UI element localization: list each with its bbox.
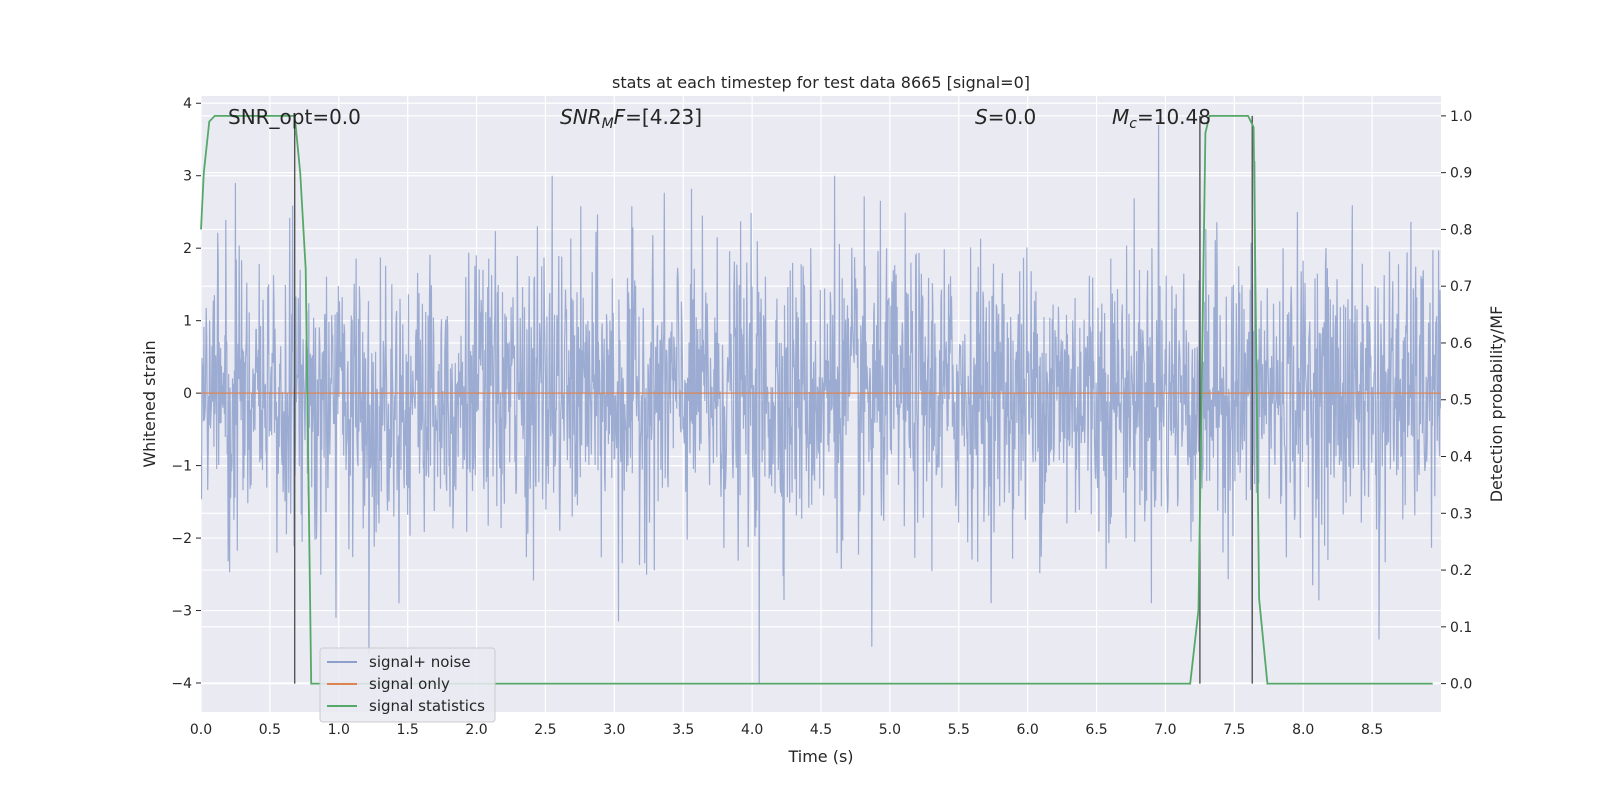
signal-statistics-series bbox=[200, 115, 1433, 685]
x-tick-label: 6.0 bbox=[1017, 722, 1039, 738]
y-axis-ticks: 4 3 2 1 0 −1 −2 −3 −4 bbox=[171, 96, 201, 692]
x-tick-label: 5.0 bbox=[879, 722, 901, 738]
y2-tick-label: 0.4 bbox=[1450, 450, 1472, 466]
vertical-markers bbox=[293, 115, 1253, 684]
x-tick-label: 1.5 bbox=[397, 722, 419, 738]
noise-series bbox=[201, 124, 1441, 684]
y-tick-label: −2 bbox=[171, 531, 192, 547]
noise-line bbox=[201, 124, 1441, 684]
legend-label-noise: signal+ noise bbox=[369, 653, 471, 671]
y2-tick-label: 0.1 bbox=[1450, 620, 1472, 636]
x-tick-label: 2.5 bbox=[534, 722, 556, 738]
x-tick-label: 7.5 bbox=[1223, 722, 1245, 738]
y-tick-label: 4 bbox=[183, 96, 192, 112]
y2-tick-label: 0.9 bbox=[1450, 166, 1472, 182]
x-tick-label: 3.5 bbox=[672, 722, 694, 738]
annotation-s-stat: S=0.0 bbox=[975, 105, 1036, 129]
chart-title: stats at each timestep for test data 866… bbox=[612, 73, 1030, 92]
x-tick-label: 8.0 bbox=[1292, 722, 1314, 738]
x-tick-label: 8.5 bbox=[1361, 722, 1383, 738]
x-axis-label: Time (s) bbox=[787, 747, 853, 766]
x-tick-label: 0.0 bbox=[190, 722, 212, 738]
y-tick-label: 2 bbox=[183, 241, 192, 257]
y2-tick-label: 0.8 bbox=[1450, 222, 1472, 238]
annotation-snr-mf: SNRMF=[4.23] bbox=[560, 105, 702, 132]
y2-tick-label: 0.5 bbox=[1450, 393, 1472, 409]
y2-tick-label: 0.2 bbox=[1450, 563, 1472, 579]
x-tick-label: 5.5 bbox=[948, 722, 970, 738]
annotation-snr-opt: SNR_opt=0.0 bbox=[228, 105, 361, 129]
y2-tick-label: 0.0 bbox=[1450, 677, 1472, 693]
y-tick-label: 3 bbox=[183, 169, 192, 185]
x-tick-label: 2.0 bbox=[465, 722, 487, 738]
x-tick-label: 4.5 bbox=[810, 722, 832, 738]
legend-label-signal: signal only bbox=[369, 675, 450, 693]
y-axis-label: Whitened strain bbox=[140, 340, 159, 467]
y2-tick-label: 1.0 bbox=[1450, 109, 1472, 125]
y-tick-label: −4 bbox=[171, 676, 192, 692]
x-tick-label: 7.0 bbox=[1154, 722, 1176, 738]
y-tick-label: 1 bbox=[183, 314, 192, 330]
annotation-mc: Mc=10.48 bbox=[1112, 105, 1211, 132]
x-tick-label: 1.0 bbox=[328, 722, 350, 738]
y-tick-label: 0 bbox=[183, 386, 192, 402]
legend-label-stats: signal statistics bbox=[369, 697, 485, 715]
legend: signal+ noise signal only signal statist… bbox=[319, 647, 496, 723]
y2-axis-label: Detection probability/MF bbox=[1487, 306, 1506, 503]
signal-statistics-line bbox=[200, 115, 1433, 685]
y2-axis-ticks: 1.0 0.9 0.8 0.7 0.6 0.5 0.4 0.3 0.2 0.1 0.0 bbox=[1441, 109, 1472, 693]
y2-tick-label: 0.7 bbox=[1450, 279, 1472, 295]
annotation-s-value: =0.0 bbox=[988, 105, 1037, 129]
x-axis-ticks: 0.0 0.5 1.0 1.5 2.0 2.5 3.0 3.5 4.0 4.5 5.0 5.5 6.0 6… bbox=[190, 722, 1383, 738]
x-tick-label: 6.5 bbox=[1085, 722, 1107, 738]
x-tick-label: 3.0 bbox=[603, 722, 625, 738]
y-tick-label: −3 bbox=[171, 604, 192, 620]
annotation-mc-value: =10.48 bbox=[1137, 105, 1211, 129]
y2-tick-label: 0.3 bbox=[1450, 506, 1472, 522]
annotation-snr-mf-value: =[4.23] bbox=[625, 105, 702, 129]
x-tick-label: 0.5 bbox=[259, 722, 281, 738]
y-tick-label: −1 bbox=[171, 459, 192, 475]
x-tick-label: 4.0 bbox=[741, 722, 763, 738]
y2-tick-label: 0.6 bbox=[1450, 336, 1472, 352]
